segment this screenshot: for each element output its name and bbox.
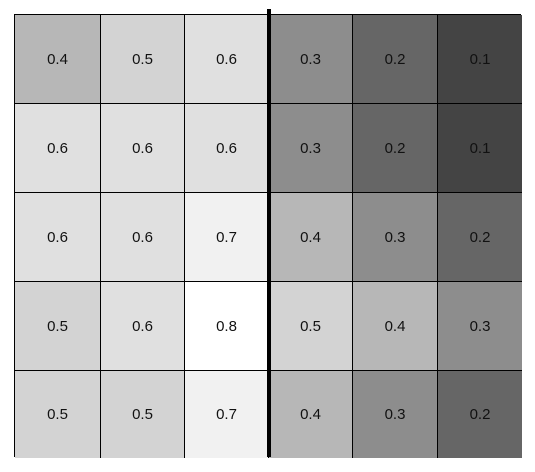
grid-cell-r4-c5: 0.4 [353, 282, 438, 371]
grid-cell-r5-c4: 0.4 [269, 371, 353, 458]
grid-cell-r5-c5: 0.3 [353, 371, 438, 458]
grid-cell-r3-c3: 0.7 [185, 193, 269, 282]
grid-cell-r3-c1: 0.6 [15, 193, 101, 282]
grid-cell-r2-c2: 0.6 [101, 104, 185, 193]
grid-cell-r5-c1: 0.5 [15, 371, 101, 458]
grid-cell-r3-c2: 0.6 [101, 193, 185, 282]
grid-cell-r5-c6: 0.2 [438, 371, 522, 458]
grid-cell-r1-c2: 0.5 [101, 15, 185, 104]
grid-cell-r1-c5: 0.2 [353, 15, 438, 104]
grid-cell-r2-c4: 0.3 [269, 104, 353, 193]
grid-cell-r4-c1: 0.5 [15, 282, 101, 371]
grid-cell-r4-c4: 0.5 [269, 282, 353, 371]
grid-cell-r2-c6: 0.1 [438, 104, 522, 193]
grid-cell-r1-c4: 0.3 [269, 15, 353, 104]
grid-cell-r3-c4: 0.4 [269, 193, 353, 282]
thick-divider-line [267, 9, 271, 457]
grid-cell-r3-c5: 0.3 [353, 193, 438, 282]
grid-cell-r2-c5: 0.2 [353, 104, 438, 193]
grid-cell-r2-c3: 0.6 [185, 104, 269, 193]
grid-cell-r4-c2: 0.6 [101, 282, 185, 371]
grid-cell-r2-c1: 0.6 [15, 104, 101, 193]
grid-cell-r4-c3: 0.8 [185, 282, 269, 371]
grid-cell-r4-c6: 0.3 [438, 282, 522, 371]
grid-cell-r1-c6: 0.1 [438, 15, 522, 104]
grid-cell-r3-c6: 0.2 [438, 193, 522, 282]
grid-cell-r1-c1: 0.4 [15, 15, 101, 104]
grid-cell-r5-c2: 0.5 [101, 371, 185, 458]
grid-cell-r1-c3: 0.6 [185, 15, 269, 104]
grid-cell-r5-c3: 0.7 [185, 371, 269, 458]
value-grid: 0.4 0.5 0.6 0.3 0.2 0.1 0.6 0.6 0.6 0.3 0.2 0.1 0.6 0… [14, 9, 522, 458]
